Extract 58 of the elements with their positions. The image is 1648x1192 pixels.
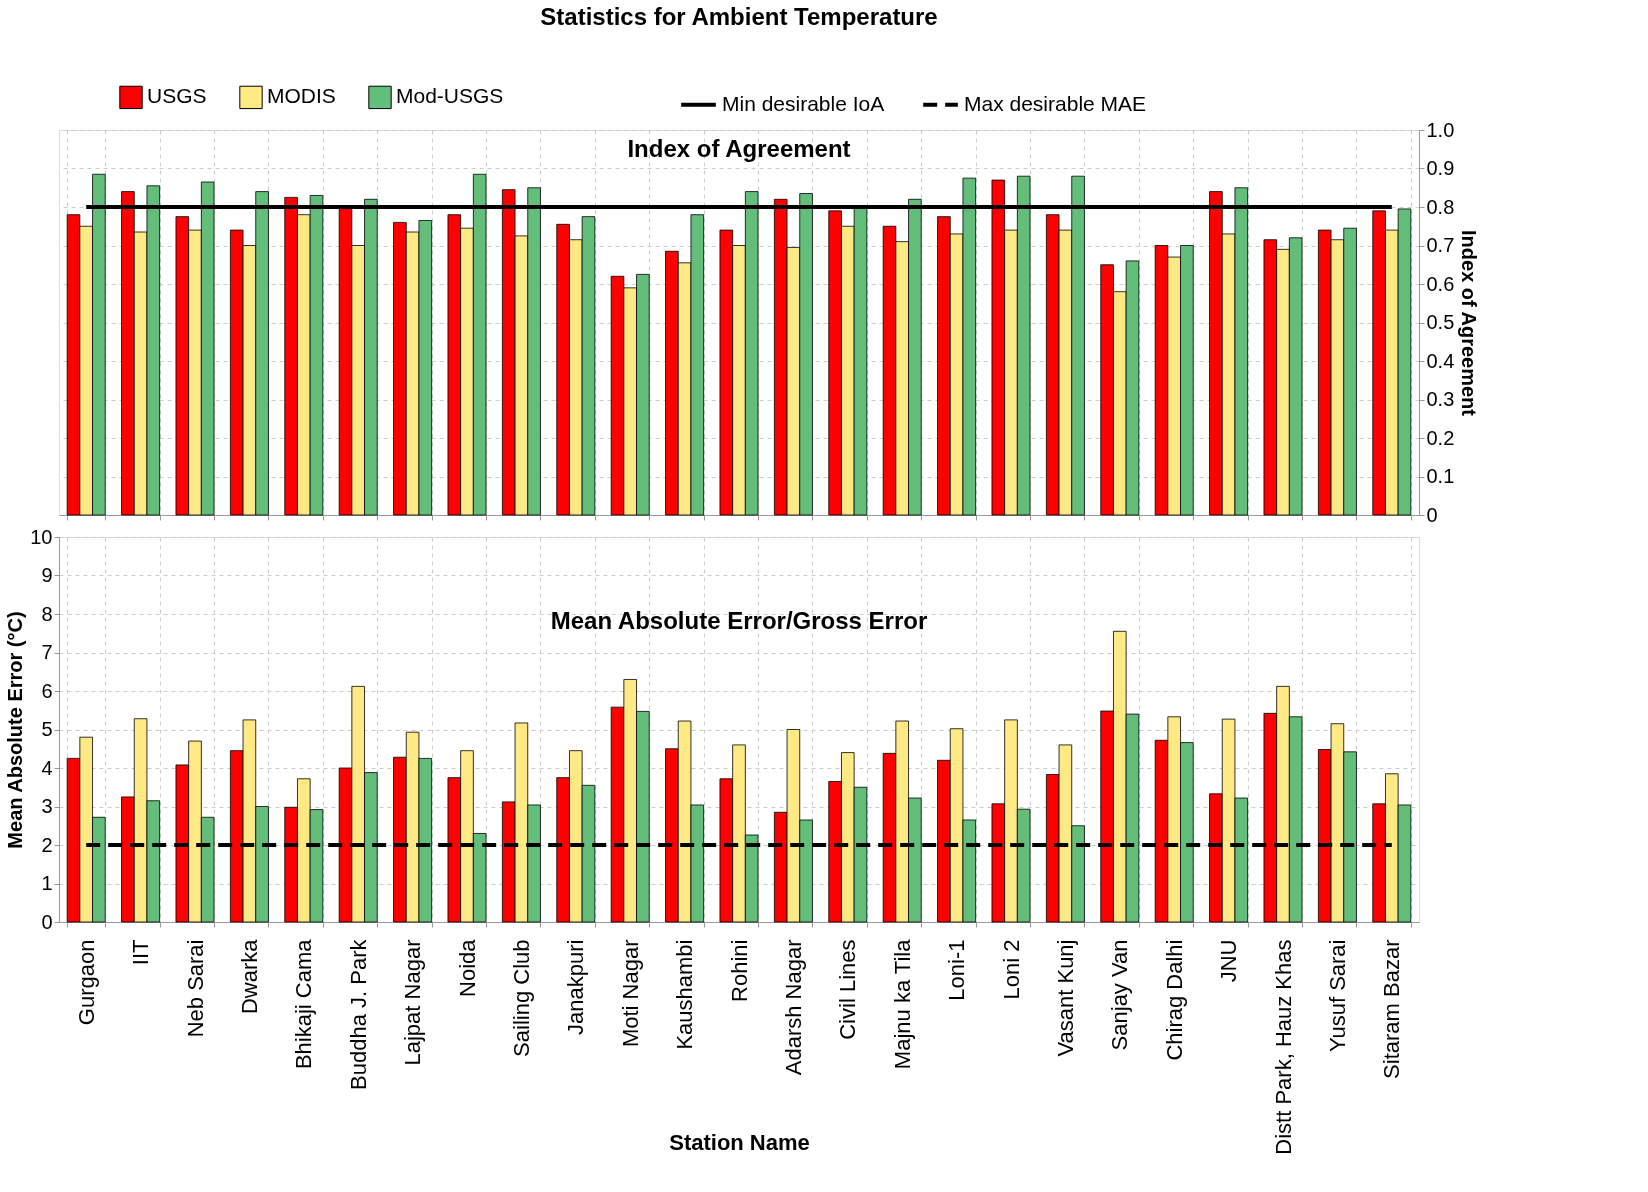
x-tick-label: Loni 2 — [998, 939, 1024, 1000]
y-tick-label: 1.0 — [1426, 118, 1455, 141]
y-tick-label: 2 — [41, 833, 53, 856]
legend-label: Max desirable MAE — [964, 91, 1147, 115]
legend-label: MODIS — [267, 84, 336, 108]
x-tick-label: Noida — [454, 938, 480, 997]
y-tick-label: 3 — [41, 795, 53, 817]
y-tick-label: 0.8 — [1426, 195, 1455, 218]
text: Mean Absolute Error/Gross Error — [550, 606, 928, 634]
x-tick-label: Sanjay Van — [1107, 939, 1133, 1051]
y-tick-label: 0.2 — [1426, 426, 1455, 449]
y-tick-label: 1 — [41, 872, 53, 894]
x-tick-label: JNU — [1216, 939, 1242, 983]
x-tick-label: IIT — [128, 939, 154, 966]
x-tick-label: Distt Park, Hauz Khas — [1270, 939, 1296, 1155]
x-tick-label: Chirag Dalhi — [1161, 939, 1187, 1061]
legend-label: Min desirable IoA — [722, 91, 885, 115]
x-tick-label: Loni-1 — [944, 939, 970, 1001]
x-axis-title: Station Name — [669, 1129, 810, 1155]
x-tick-label: Vasant Kunj — [1052, 939, 1078, 1057]
legend-label: Mod-USGS — [396, 84, 504, 108]
y-tick-label: 6 — [41, 679, 53, 702]
y-tick-label: 5 — [41, 718, 53, 740]
x-tick-label: Adarsh Nagar — [780, 939, 806, 1076]
y-tick-label: 0.5 — [1426, 311, 1455, 333]
y-tick-label: 0 — [41, 910, 53, 933]
y-tick-label: 0.4 — [1426, 349, 1455, 372]
y-tick-label: 4 — [41, 756, 53, 779]
x-tick-label: Bhikaji Cama — [291, 938, 317, 1070]
chart-title: Statistics for Ambient Temperature — [540, 3, 938, 30]
x-tick-label: Neb Sarai — [182, 939, 208, 1038]
y-tick-label: 0.3 — [1426, 388, 1455, 410]
y-tick-label: 9 — [41, 564, 53, 586]
x-tick-label: Civil Lines — [835, 939, 861, 1040]
x-tick-label: Yusuf Sarai — [1324, 939, 1350, 1053]
x-tick-label: Buddha J. Park — [345, 938, 371, 1090]
x-tick-label: Majnu ka Tila — [889, 938, 915, 1070]
y-axis-title: Index of Agreement — [627, 135, 851, 162]
y-tick-label: 7 — [41, 641, 53, 663]
y-tick-label: 0.7 — [1426, 234, 1455, 256]
x-tick-label: Kaushambi — [672, 939, 698, 1050]
y-tick-label: 10 — [30, 525, 53, 548]
x-tick-label: Sitaram Bazar — [1379, 939, 1405, 1079]
y-tick-label: 0 — [1426, 503, 1438, 526]
x-tick-label: Sailing Club — [508, 939, 534, 1057]
y-tick-label: 0.6 — [1426, 272, 1455, 295]
x-tick-label: Rohini — [726, 939, 752, 1002]
text: Index of Agreement — [1458, 230, 1481, 417]
x-tick-label: Gurgaon — [73, 939, 99, 1026]
x-tick-label: Lajpat Nagar — [400, 939, 426, 1066]
x-tick-label: Moti Nagar — [617, 939, 643, 1048]
y-axis-title: Mean Absolute Error (°C) — [4, 611, 27, 849]
x-tick-label: Janakpuri — [563, 939, 589, 1035]
legend-label: USGS — [147, 84, 207, 108]
y-tick-label: 0.9 — [1426, 157, 1455, 179]
y-tick-label: 0.1 — [1426, 465, 1455, 487]
y-tick-label: 8 — [41, 602, 53, 625]
x-tick-label: Dwarka — [236, 938, 262, 1015]
